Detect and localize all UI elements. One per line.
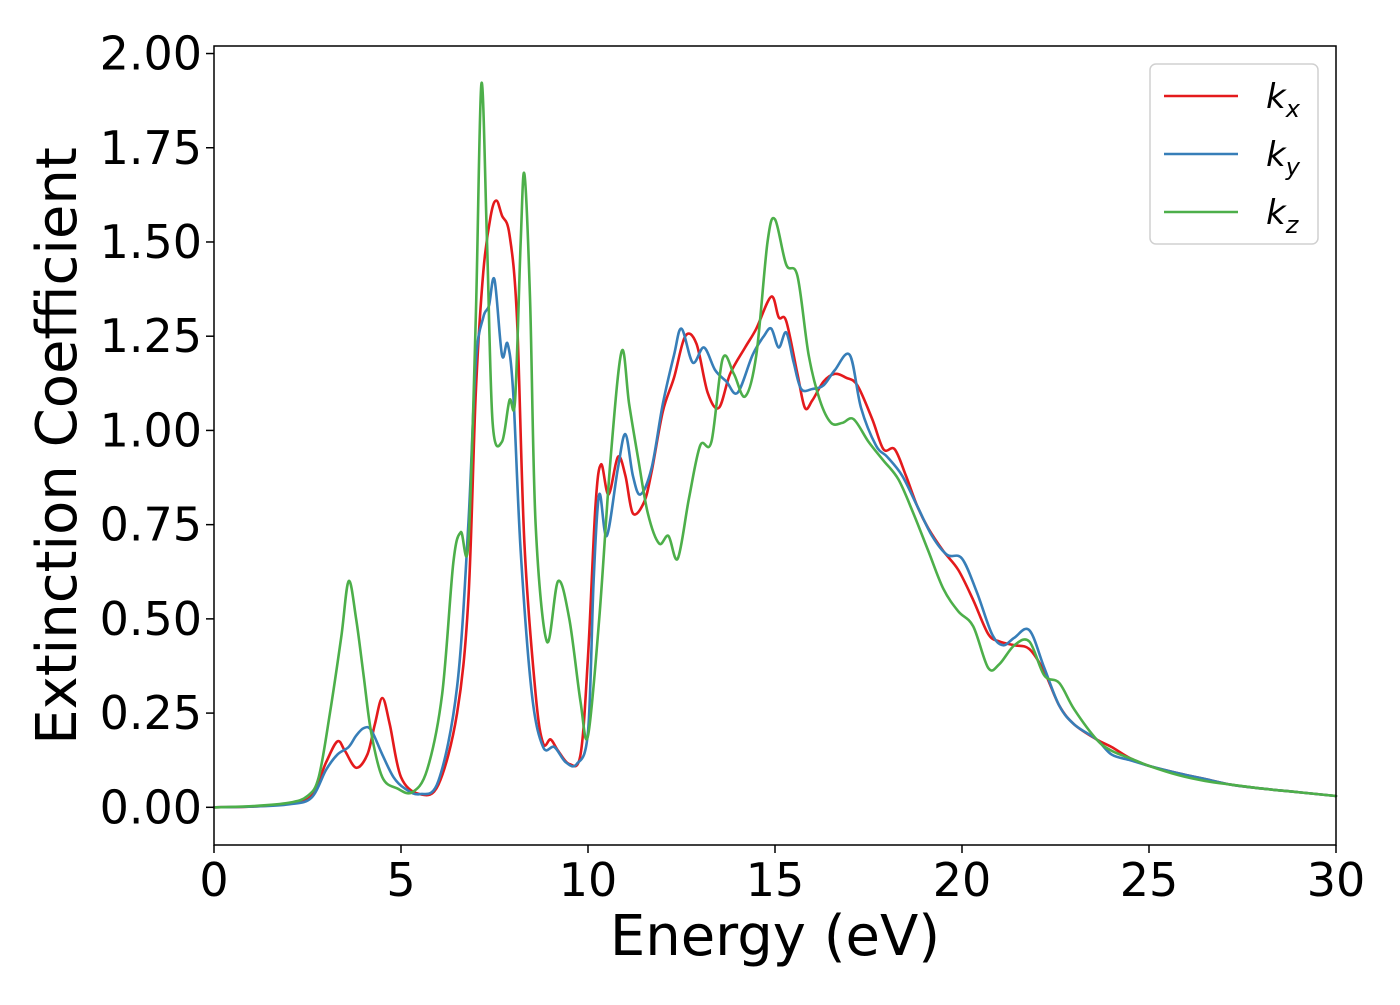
x-tick-label: 25 xyxy=(1120,853,1179,907)
series-line-x xyxy=(212,199,1338,809)
y-tick-label: 0.25 xyxy=(100,686,202,740)
legend-subscript: z xyxy=(1285,211,1300,239)
y-tick-label: 1.50 xyxy=(100,215,202,269)
x-tick-label: 15 xyxy=(746,853,805,907)
x-tick-label: 5 xyxy=(386,853,415,907)
series-line-y xyxy=(212,276,1338,809)
y-tick-label: 1.00 xyxy=(100,403,202,457)
x-tick-label: 20 xyxy=(933,853,992,907)
x-tick-label: 10 xyxy=(559,853,618,907)
y-tick-label: 1.75 xyxy=(100,121,202,175)
series-layer xyxy=(212,81,1338,809)
series-line-z xyxy=(212,81,1338,809)
x-axis-ticks: 0 5 10 15 20 25 30 xyxy=(199,845,1365,907)
y-tick-label: 1.25 xyxy=(100,309,202,363)
y-axis-title: Extinction Coefficient xyxy=(25,147,90,745)
legend-subscript: x xyxy=(1285,95,1301,123)
legend-subscript: y xyxy=(1285,153,1301,181)
x-tick-label: 30 xyxy=(1307,853,1366,907)
x-axis-title: Energy (eV) xyxy=(610,904,940,969)
y-axis-ticks: 0.00 0.25 0.50 0.75 1.00 1.25 1.50 1.75 2.00 xyxy=(100,27,214,834)
x-tick-label: 0 xyxy=(199,853,228,907)
y-tick-label: 2.00 xyxy=(100,27,202,81)
y-tick-label: 0.00 xyxy=(100,780,202,834)
y-tick-label: 0.75 xyxy=(100,498,202,552)
y-tick-label: 0.50 xyxy=(100,592,202,646)
